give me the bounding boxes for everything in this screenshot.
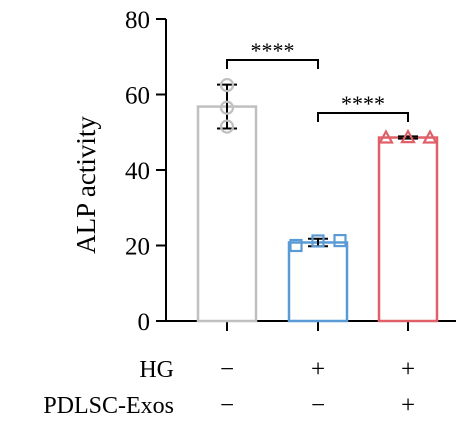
condition-sign: −	[220, 356, 234, 383]
bar	[377, 136, 439, 323]
condition-sign: −	[220, 392, 234, 419]
data-point	[378, 129, 394, 144]
condition-sign: +	[311, 356, 325, 383]
significance-bracket	[226, 59, 319, 69]
data-point	[333, 233, 347, 248]
axes: 0 20 40 60 80 ALP activity	[71, 7, 456, 336]
data-point	[219, 119, 235, 134]
condition-sign: +	[401, 392, 415, 419]
y-tick-label: 20	[125, 234, 150, 261]
y-tick-label: 80	[125, 7, 150, 34]
data-point	[422, 129, 438, 144]
y-tick-label: 40	[125, 158, 150, 185]
significance-bracket	[317, 112, 409, 122]
condition-sign: −	[311, 392, 325, 419]
condition-table: HG − + + PDLSC-Exos − − +	[43, 356, 415, 419]
bar	[287, 241, 349, 323]
y-axis-label: ALP activity	[71, 116, 101, 254]
bar	[196, 105, 258, 323]
data-point	[400, 128, 416, 144]
data-point	[289, 238, 303, 253]
y-tick-label: 0	[138, 309, 151, 336]
significance-label: ****	[341, 91, 385, 116]
data-point	[311, 234, 325, 248]
significance-brackets: **** ****	[226, 38, 409, 122]
condition-label: PDLSC-Exos	[43, 393, 174, 419]
bars	[196, 77, 439, 323]
condition-label: HG	[139, 357, 174, 383]
significance-label: ****	[251, 38, 295, 63]
condition-sign: +	[401, 356, 415, 383]
y-tick-label: 60	[125, 83, 150, 110]
data-point	[219, 77, 235, 93]
data-point	[219, 100, 235, 115]
